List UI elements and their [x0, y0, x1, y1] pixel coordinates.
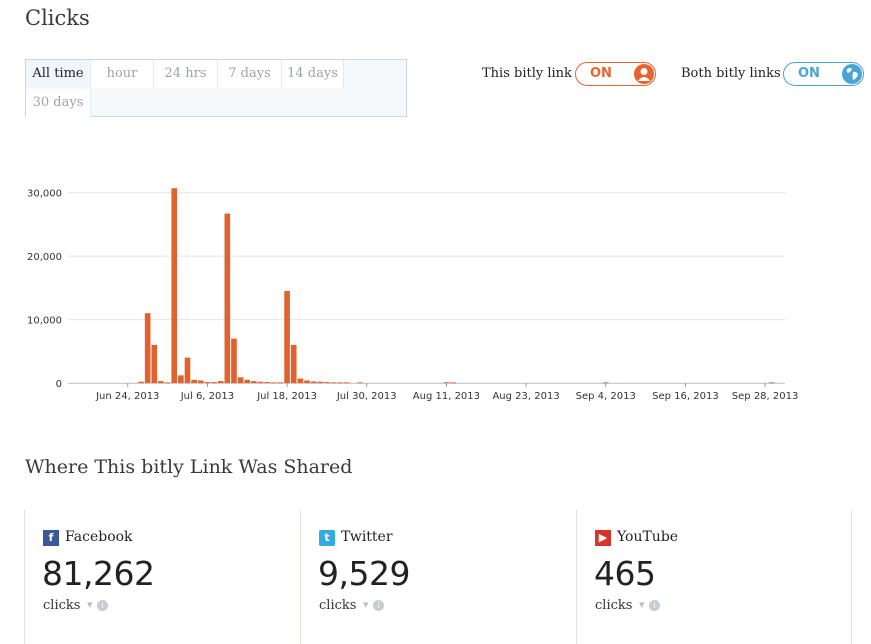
info-icon[interactable]: i: [97, 600, 108, 611]
range-7days-button[interactable]: 7 days: [218, 60, 282, 88]
share-name: Twitter: [341, 529, 393, 545]
bar: [151, 344, 158, 383]
bar: [344, 382, 350, 384]
bar: [602, 382, 609, 384]
time-range-selector: All time hour 24 hrs 7 days 14 days 30 d…: [25, 59, 407, 117]
share-card-twitter: t Twitter 9,529 clicks ▾ i: [300, 510, 576, 644]
share-count: 9,529: [318, 554, 410, 593]
range-all-time-button[interactable]: All time: [26, 60, 91, 88]
x-tick-label: Sep 4, 2013: [576, 391, 636, 402]
share-count: 465: [594, 554, 656, 593]
share-unit: clicks: [319, 598, 357, 613]
y-tick-label: 30,000: [27, 189, 62, 200]
shared-section-title: Where This bitly Link Was Shared: [25, 456, 353, 478]
bar: [217, 381, 224, 383]
bar: [357, 382, 363, 384]
range-hour-button[interactable]: hour: [91, 60, 154, 88]
bar: [211, 382, 217, 383]
both-links-label: Both bitly links: [681, 66, 781, 81]
bar: [324, 382, 330, 383]
share-name: Facebook: [65, 529, 133, 545]
bar: [443, 382, 450, 384]
bar: [330, 382, 337, 384]
this-link-toggle[interactable]: ON: [575, 62, 656, 86]
info-icon[interactable]: i: [373, 600, 384, 611]
info-icon[interactable]: i: [649, 600, 660, 611]
share-unit: clicks: [595, 598, 633, 613]
x-tick-label: Jul 18, 2013: [256, 391, 317, 402]
bar: [204, 382, 211, 383]
bar: [304, 380, 310, 383]
dropdown-arrow-icon[interactable]: ▾: [639, 598, 645, 611]
bar: [184, 357, 191, 383]
bar: [257, 381, 264, 383]
bar: [270, 382, 277, 384]
bar: [164, 382, 171, 384]
bar: [297, 378, 304, 383]
bar: [284, 291, 290, 383]
x-tick-label: Jun 24, 2013: [95, 391, 159, 402]
bar: [277, 382, 284, 384]
bar: [158, 381, 164, 383]
both-links-toggle-value: ON: [798, 66, 820, 81]
x-tick-label: Sep 16, 2013: [652, 391, 719, 402]
bar: [251, 381, 257, 383]
dropdown-arrow-icon[interactable]: ▾: [363, 598, 369, 611]
share-card-facebook: f Facebook 81,262 clicks ▾ i: [24, 510, 300, 644]
bar: [197, 380, 204, 383]
x-tick-label: Sep 28, 2013: [732, 391, 799, 402]
bar: [144, 313, 151, 383]
this-link-toggle-value: ON: [590, 66, 612, 81]
bar: [237, 377, 244, 383]
range-14days-button[interactable]: 14 days: [282, 60, 344, 88]
dropdown-arrow-icon[interactable]: ▾: [87, 598, 93, 611]
user-icon: [634, 64, 654, 84]
this-link-label: This bitly link: [482, 66, 572, 81]
share-name: YouTube: [617, 529, 679, 545]
bar: [264, 382, 270, 383]
x-tick-label: Aug 11, 2013: [413, 391, 480, 402]
x-tick-label: Aug 23, 2013: [492, 391, 559, 402]
bar: [310, 381, 317, 383]
facebook-icon: f: [43, 530, 59, 546]
y-tick-label: 0: [56, 379, 62, 390]
x-tick-label: Jul 30, 2013: [336, 391, 397, 402]
clicks-chart: 0 10,000 20,000 30,000 Jun 24, 2013 Jul 6, 20…: [0, 160, 871, 410]
bar: [224, 213, 231, 383]
y-tick-label: 20,000: [27, 252, 62, 263]
bar: [178, 375, 184, 383]
bar: [244, 379, 251, 383]
twitter-icon: t: [319, 530, 335, 546]
bar: [450, 382, 456, 384]
range-30days-button[interactable]: 30 days: [26, 89, 91, 117]
share-card-youtube: ▶ YouTube 465 clicks ▾ i: [576, 510, 852, 644]
range-24hrs-button[interactable]: 24 hrs: [154, 60, 218, 88]
bar: [768, 382, 775, 384]
page-title: Clicks: [25, 6, 90, 30]
bar: [138, 381, 144, 383]
bar: [231, 338, 237, 383]
bar: [337, 382, 344, 384]
y-tick-label: 10,000: [27, 316, 62, 327]
x-tick-label: Jul 6, 2013: [180, 391, 234, 402]
shared-cards: f Facebook 81,262 clicks ▾ i t Twitter 9…: [24, 510, 852, 644]
bar: [290, 344, 297, 383]
share-count: 81,262: [42, 554, 155, 593]
globe-icon: [842, 64, 862, 84]
share-unit: clicks: [43, 598, 81, 613]
youtube-icon: ▶: [595, 530, 611, 546]
bar: [317, 381, 324, 383]
bar: [191, 379, 197, 383]
both-links-toggle[interactable]: ON: [783, 62, 864, 86]
bar: [171, 188, 178, 383]
